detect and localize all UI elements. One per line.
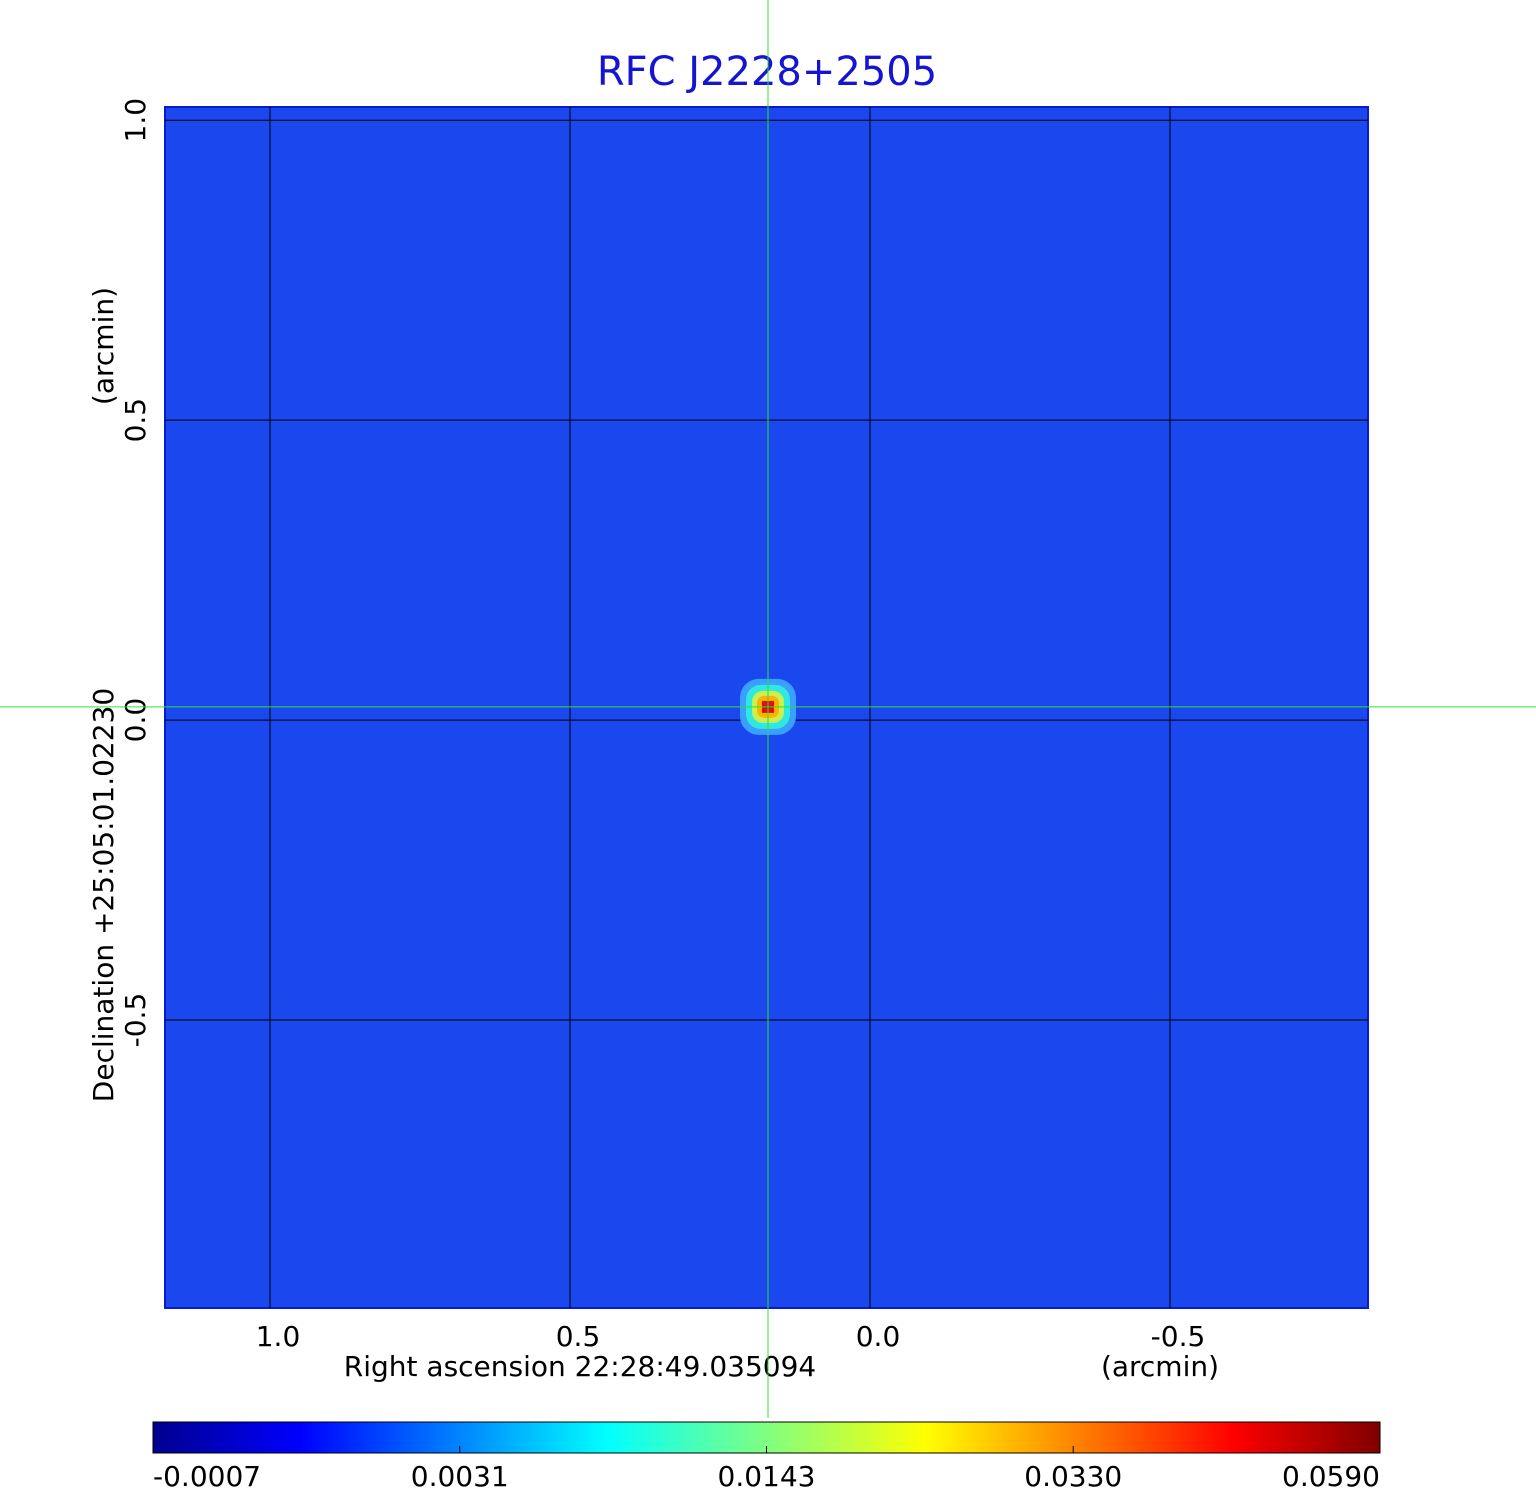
- y-tick-label: 0.0: [119, 698, 152, 743]
- x-tick-label: 0.0: [856, 1320, 901, 1353]
- x-tick-label: 0.5: [556, 1320, 601, 1353]
- x-axis-label: Right ascension 22:28:49.035094: [344, 1350, 816, 1383]
- y-axis-label: Declination +25:05:01.02230: [87, 688, 120, 1102]
- colorbar-tick-label: 0.0143: [718, 1460, 816, 1493]
- x-axis-unit: (arcmin): [1101, 1350, 1219, 1383]
- x-tick-label: -0.5: [1151, 1320, 1206, 1353]
- colorbar-tick-label: -0.0007: [153, 1460, 261, 1493]
- y-tick-label: 1.0: [119, 98, 152, 143]
- y-tick-label: 0.5: [119, 398, 152, 443]
- colorbar-tick-label: 0.0590: [1282, 1460, 1380, 1493]
- x-tick-label: 1.0: [256, 1320, 301, 1353]
- colorbar-tick-label: 0.0330: [1024, 1460, 1122, 1493]
- colorbar-tick-label: 0.0031: [411, 1460, 509, 1493]
- y-tick-label: -0.5: [119, 993, 152, 1048]
- chart-title: RFC J2228+2505: [597, 49, 937, 95]
- y-axis-unit: (arcmin): [87, 287, 120, 405]
